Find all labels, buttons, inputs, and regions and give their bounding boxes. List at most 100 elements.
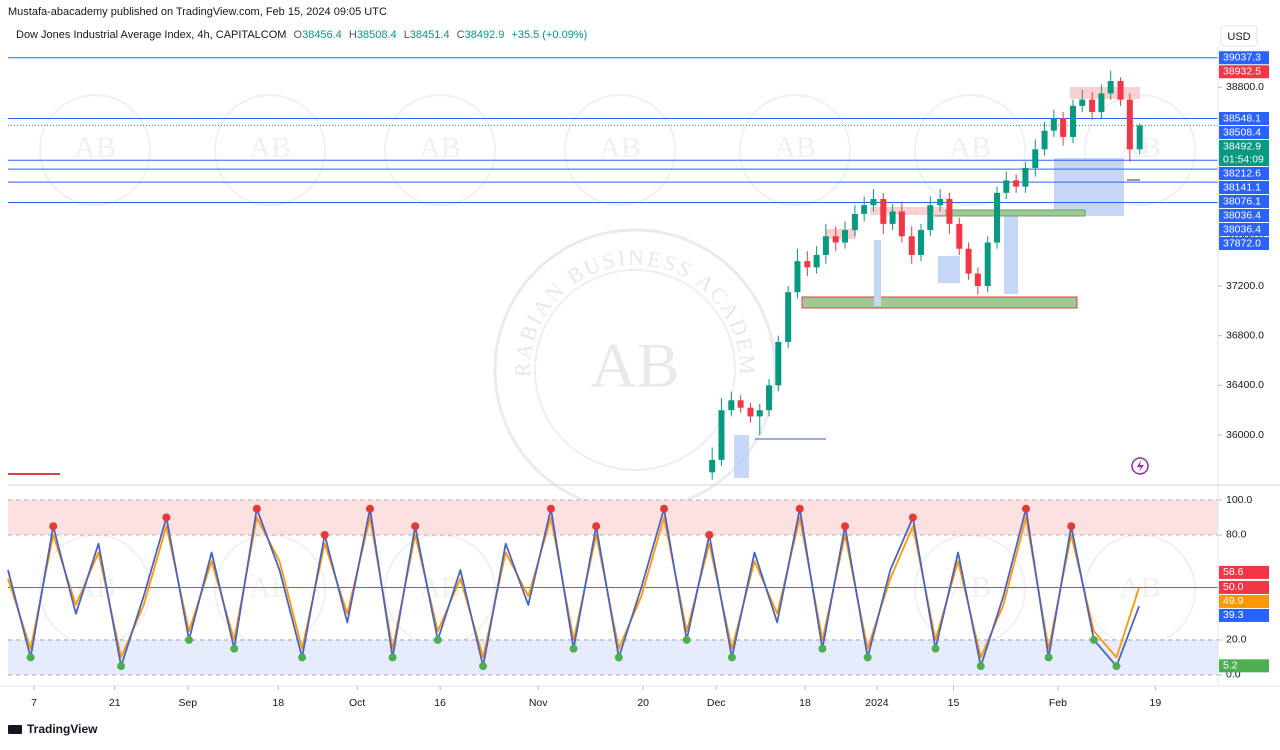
level-label-box <box>1219 209 1269 223</box>
watermark-ring <box>739 94 851 206</box>
published-line: Mustafa-abacademy published on TradingVi… <box>8 6 387 18</box>
candle-body <box>1126 99 1133 150</box>
level-label: 38508.4 <box>1223 126 1261 138</box>
candle-body <box>709 459 716 473</box>
y-tick-label: 20.0 <box>1226 634 1247 646</box>
extreme-marker <box>795 504 804 513</box>
level-label-box <box>1219 195 1269 209</box>
currency-button[interactable] <box>1220 25 1258 47</box>
x-tick-label: 18 <box>272 697 284 709</box>
zone <box>934 209 1086 217</box>
candle-body <box>1136 125 1143 150</box>
ohlc-value: 38492.9 <box>465 29 505 41</box>
watermark-ring <box>534 269 736 471</box>
extreme-marker <box>546 504 555 513</box>
candle-body <box>1060 118 1067 137</box>
candle-body <box>1022 167 1029 187</box>
level-label-box <box>1219 112 1269 126</box>
symbol: Dow Jones Industrial Average Index, 4h, … <box>16 29 286 41</box>
x-tick-label: Oct <box>349 697 365 709</box>
candle-body <box>1107 81 1114 94</box>
level-label: 37872.0 <box>1223 237 1261 249</box>
extreme-marker <box>365 504 374 513</box>
footer: TradingView <box>8 722 98 736</box>
extreme-marker <box>614 653 623 662</box>
x-tick-label: 7 <box>31 697 37 709</box>
ohlc-label: C <box>457 29 465 41</box>
watermark-monogram: AB <box>591 330 680 401</box>
level-label-box <box>1219 223 1269 237</box>
brand: TradingView <box>27 722 98 736</box>
level-label-box <box>1219 594 1269 608</box>
watermark-monogram: AB <box>419 131 461 164</box>
candle-body <box>822 236 829 255</box>
candle-body <box>1003 180 1010 193</box>
x-tick-label: 20 <box>637 697 649 709</box>
level-label-box <box>1219 126 1269 140</box>
candle-body <box>1098 93 1105 113</box>
x-tick-label: Sep <box>178 697 197 709</box>
candle-body <box>898 211 905 237</box>
candle-body <box>728 400 735 411</box>
level-label: 38076.1 <box>1223 195 1261 207</box>
zone <box>874 240 881 306</box>
level-label: 5.2 <box>1223 660 1238 672</box>
x-tick-label: Dec <box>707 697 726 709</box>
level-label: 58.6 <box>1223 566 1244 578</box>
extreme-marker <box>569 644 578 653</box>
extreme-marker <box>479 662 488 671</box>
band <box>8 499 1218 535</box>
extreme-marker <box>1089 635 1098 644</box>
y-tick-label: 36800.0 <box>1226 329 1264 341</box>
watermark-ring <box>564 94 676 206</box>
level-label-box <box>1219 565 1269 579</box>
y-tick-label: 38800.0 <box>1226 81 1264 93</box>
watermark-ring <box>914 94 1026 206</box>
candle-body <box>737 400 744 408</box>
zone <box>734 435 749 478</box>
candle-body <box>842 230 849 243</box>
candle-body <box>965 248 972 274</box>
y-tick-label: 36400.0 <box>1226 379 1264 391</box>
extreme-marker <box>252 504 261 513</box>
extreme-marker <box>1044 653 1053 662</box>
candle-body <box>927 205 934 231</box>
alert-icon[interactable] <box>1131 457 1149 475</box>
extreme-marker <box>49 522 58 531</box>
candle-body <box>974 273 981 286</box>
watermark-monogram: AB <box>599 131 641 164</box>
countdown: 01:54:09 <box>1223 153 1264 165</box>
zone <box>1004 212 1018 294</box>
x-tick-label: Nov <box>529 697 548 709</box>
level-label: 38212.6 <box>1223 167 1261 179</box>
extreme-marker <box>660 504 669 513</box>
candle-body <box>861 205 868 214</box>
x-tick-label: 16 <box>434 697 446 709</box>
candle-body <box>880 199 887 224</box>
ohlc-label: H <box>349 29 357 41</box>
ohlc-value: 38456.4 <box>302 29 342 41</box>
candle-body <box>1069 105 1076 137</box>
watermark-monogram: AB <box>949 131 991 164</box>
level-label: 39037.3 <box>1223 52 1261 64</box>
zone <box>801 296 1078 309</box>
candle-body <box>984 242 991 286</box>
watermark-ring <box>384 94 496 206</box>
x-tick-label: Feb <box>1049 697 1067 709</box>
candle-body <box>775 341 782 386</box>
zone <box>826 229 856 239</box>
candle-body <box>946 199 953 224</box>
candle-body <box>1117 81 1124 100</box>
plot: 36000.036400.036800.037200.037600.038800… <box>7 51 1269 709</box>
brand-logo <box>8 725 22 734</box>
candle-body <box>1032 149 1039 168</box>
zone <box>870 207 945 215</box>
candle-body <box>1089 99 1096 113</box>
level-label-box <box>1219 237 1269 251</box>
y-tick-label: 80.0 <box>1226 529 1247 541</box>
level-label-box <box>1219 608 1269 622</box>
candle-body <box>756 410 763 417</box>
y-tick-label: 100.0 <box>1226 494 1252 506</box>
